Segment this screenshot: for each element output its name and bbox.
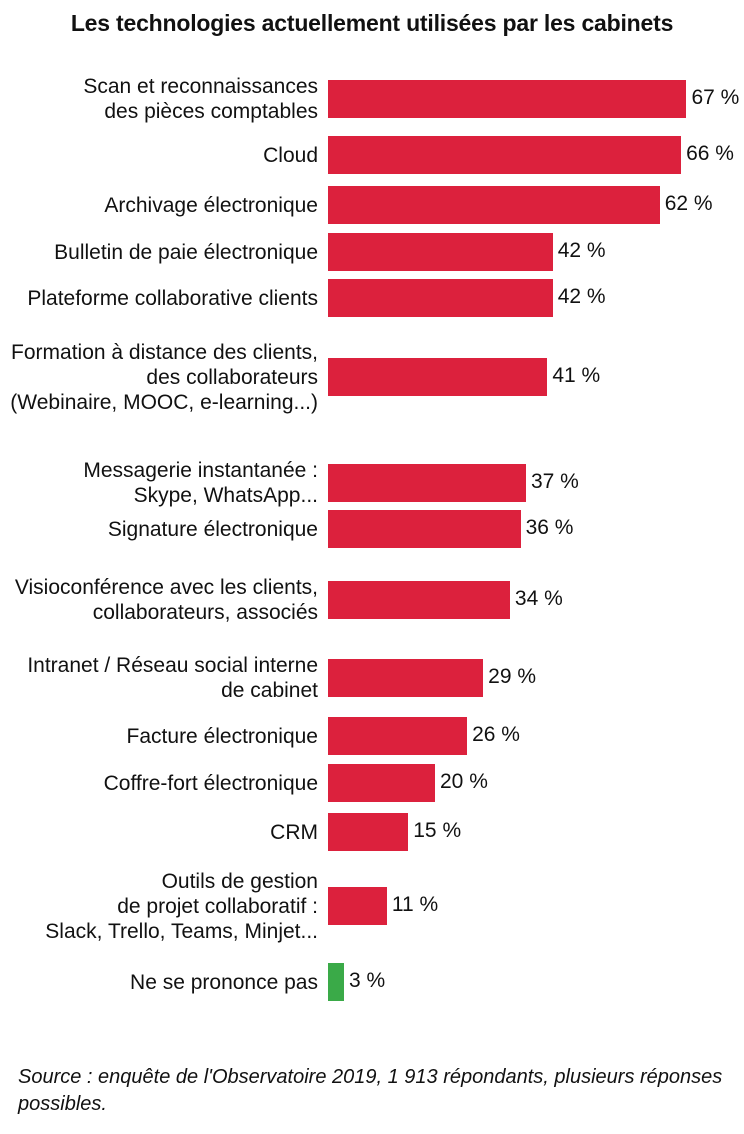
category-label-line: Intranet / Réseau social interne <box>27 654 318 677</box>
category-label: Plateforme collaborative clients <box>0 286 318 311</box>
bar <box>328 233 553 271</box>
category-label-line: collaborateurs, associés <box>92 601 318 624</box>
bar <box>328 358 548 396</box>
category-label-line: Cloud <box>263 143 318 167</box>
bar <box>328 510 521 548</box>
bar <box>328 963 345 1001</box>
category-label: Archivage électronique <box>0 193 318 218</box>
value-label: 42 % <box>557 284 606 308</box>
category-label: Formation à distance des clients, des col… <box>0 340 318 415</box>
category-label: Signature électronique <box>0 517 318 542</box>
category-label-line: Messagerie instantanée : <box>83 459 318 482</box>
value-label: 3 % <box>349 968 386 992</box>
category-label-line: des pièces comptables <box>104 100 318 123</box>
category-label-line: de cabinet <box>221 679 318 702</box>
bar <box>328 813 409 851</box>
category-label: Scan et reconnaissances des pièces compta… <box>0 74 318 124</box>
bar <box>328 887 387 925</box>
value-label: 26 % <box>472 722 520 746</box>
category-label-line: des collaborateurs <box>146 365 318 389</box>
category-label-line: CRM <box>270 820 318 844</box>
category-label: Outils de gestion de projet collaboratif … <box>0 869 318 944</box>
category-label-line: (Webinaire, MOOC, e-learning...) <box>10 390 318 414</box>
bar <box>328 136 682 174</box>
category-label: Facture électronique <box>0 724 318 749</box>
value-label: 41 % <box>552 363 601 387</box>
category-label-line: de projet collaboratif : <box>117 894 318 918</box>
value-label: 67 % <box>691 85 740 109</box>
category-label: Ne se prononce pas <box>0 970 318 995</box>
category-label: Intranet / Réseau social interne de cabin… <box>0 653 318 703</box>
bar <box>328 764 435 802</box>
category-label-line: Formation à distance des clients, <box>11 340 318 364</box>
value-label: 34 % <box>514 586 563 610</box>
bar <box>328 80 687 118</box>
category-label-line: Skype, WhatsApp... <box>133 484 318 507</box>
category-label-line: Plateforme collaborative clients <box>27 286 318 310</box>
category-label-line: Archivage électronique <box>104 193 318 217</box>
category-label: Visioconférence avec les clients, collabo… <box>0 575 318 625</box>
value-label: 37 % <box>530 469 579 493</box>
value-label: 36 % <box>525 515 574 539</box>
category-label-line: Slack, Trello, Teams, Minjet... <box>45 919 318 943</box>
category-label: Messagerie instantanée : Skype, WhatsApp.… <box>0 458 318 508</box>
bar <box>328 659 484 697</box>
bar-chart: Scan et reconnaissances des pièces compta… <box>0 74 740 1001</box>
bar <box>328 717 468 755</box>
chart-title: Les technologies actuellement utilisées … <box>70 10 674 36</box>
category-label-line: Signature électronique <box>107 517 318 541</box>
bar <box>328 279 553 317</box>
bar <box>328 186 660 224</box>
category-label-line: Visioconférence avec les clients, <box>14 576 318 599</box>
category-label-line: Facture électronique <box>126 724 318 748</box>
value-label: 42 % <box>557 238 606 262</box>
category-label-line: Outils de gestion <box>161 869 318 893</box>
bar <box>328 464 526 502</box>
category-label-line: Bulletin de paie électronique <box>54 240 318 264</box>
category-label: CRM <box>0 820 318 845</box>
category-label-line: Ne se prononce pas <box>130 970 318 994</box>
category-label-line: Coffre-fort électronique <box>103 771 318 795</box>
value-label: 62 % <box>664 191 713 215</box>
source-note: Source : enquête de l'Observatoire 2019,… <box>18 1066 723 1115</box>
value-label: 20 % <box>440 769 488 793</box>
value-label: 66 % <box>686 141 734 165</box>
bar <box>328 581 510 619</box>
value-label: 11 % <box>391 892 439 916</box>
category-label: Coffre-fort électronique <box>0 771 318 796</box>
category-label: Bulletin de paie électronique <box>0 240 318 265</box>
value-label: 29 % <box>488 664 537 688</box>
category-label-line: Scan et reconnaissances <box>83 75 318 98</box>
category-label: Cloud <box>0 143 318 168</box>
value-label: 15 % <box>413 818 462 842</box>
